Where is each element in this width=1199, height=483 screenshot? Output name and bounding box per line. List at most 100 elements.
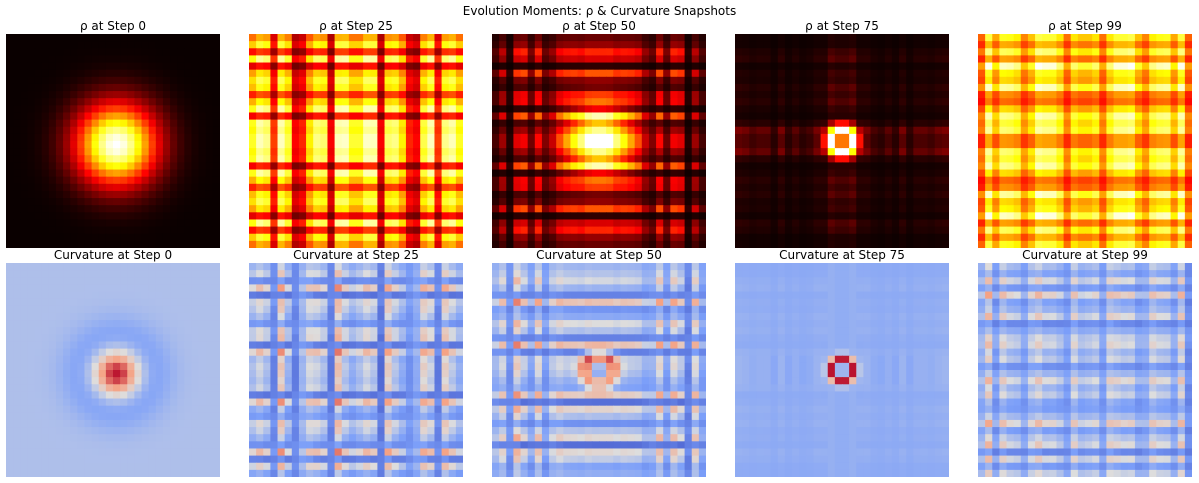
heatmap-cell xyxy=(313,55,321,64)
heatmap-cell xyxy=(799,233,807,242)
heatmap-cell xyxy=(648,112,657,121)
heatmap-cell xyxy=(1099,48,1107,56)
heatmap-cell xyxy=(191,98,200,106)
heatmap-cell xyxy=(98,119,107,128)
heatmap-cell xyxy=(127,263,135,271)
heatmap-cell xyxy=(870,219,879,228)
heatmap-cell xyxy=(913,141,922,149)
heatmap-cell xyxy=(170,133,178,142)
heatmap-cell xyxy=(899,198,907,206)
heatmap-cell xyxy=(398,83,407,92)
heatmap-cell xyxy=(777,98,786,106)
heatmap-cell xyxy=(13,198,21,206)
heatmap-cell xyxy=(420,176,428,185)
heatmap-cell xyxy=(1092,34,1100,42)
heatmap-cell xyxy=(756,98,765,106)
heatmap-cell xyxy=(663,126,671,135)
heatmap-cell xyxy=(1163,169,1172,178)
heatmap-cell xyxy=(992,169,1000,178)
heatmap-cell xyxy=(506,240,514,248)
heatmap-cell xyxy=(113,83,121,92)
heatmap-cell xyxy=(870,76,879,85)
heatmap-cell xyxy=(591,155,600,163)
heatmap-cell xyxy=(806,34,815,42)
heatmap-cell xyxy=(184,362,193,371)
heatmap-cell xyxy=(506,133,514,142)
heatmap-cell xyxy=(184,334,193,343)
heatmap-cell xyxy=(170,148,178,156)
heatmap-cell xyxy=(313,162,321,171)
heatmap-cell xyxy=(341,205,350,213)
heatmap-cell xyxy=(277,91,286,99)
heatmap-cell xyxy=(1049,91,1058,99)
heatmap-cell xyxy=(284,233,293,242)
heatmap-cell xyxy=(70,348,78,357)
heatmap-cell xyxy=(577,148,586,156)
heatmap-cell xyxy=(792,76,800,85)
heatmap-cell xyxy=(84,291,93,300)
heatmap-cell xyxy=(634,34,643,42)
heatmap-cell xyxy=(41,69,50,78)
heatmap-cell xyxy=(549,141,557,149)
heatmap-cell xyxy=(191,298,200,307)
heatmap-cell xyxy=(120,277,128,285)
heatmap-cell xyxy=(549,83,557,92)
heatmap-cell xyxy=(55,277,64,285)
heatmap-cell xyxy=(20,183,28,192)
heatmap-cell xyxy=(842,212,850,221)
heatmap-cell xyxy=(1013,69,1022,78)
heatmap-cell xyxy=(198,341,207,350)
heatmap-cell xyxy=(334,105,343,114)
heatmap-cell xyxy=(427,155,436,163)
heatmap-cell xyxy=(1184,212,1192,221)
heatmap-cell xyxy=(155,341,164,350)
heatmap-cell xyxy=(263,240,271,248)
heatmap-cell xyxy=(1049,105,1058,114)
heatmap-cell xyxy=(34,205,43,213)
heatmap-cell xyxy=(198,263,207,271)
heatmap-cell xyxy=(249,233,257,242)
heatmap-cell xyxy=(735,169,743,178)
heatmap-cell xyxy=(920,219,929,228)
heatmap-cell xyxy=(1134,41,1143,49)
heatmap-cell xyxy=(1092,176,1100,185)
heatmap-cell xyxy=(356,141,364,149)
heatmap-cell xyxy=(806,219,815,228)
heatmap-cell xyxy=(763,76,772,85)
heatmap-cell xyxy=(620,69,629,78)
heatmap-cell xyxy=(756,219,765,228)
heatmap-cell xyxy=(698,76,706,85)
heatmap-cell xyxy=(41,162,50,171)
heatmap-cell xyxy=(270,76,279,85)
heatmap-cell xyxy=(899,119,907,128)
heatmap-cell xyxy=(1042,133,1050,142)
heatmap-cell xyxy=(1099,162,1107,171)
heatmap-cell xyxy=(34,148,43,156)
heatmap-cell xyxy=(677,105,686,114)
heatmap-cell xyxy=(455,48,463,56)
heatmap-cell xyxy=(184,98,193,106)
heatmap-cell xyxy=(384,41,393,49)
heatmap-cell xyxy=(70,305,78,314)
heatmap-cell xyxy=(1163,91,1172,99)
heatmap-cell xyxy=(420,183,428,192)
heatmap-cell xyxy=(556,162,564,171)
heatmap-cell xyxy=(162,226,171,235)
heatmap-cell xyxy=(120,348,128,357)
heatmap-cell xyxy=(534,76,543,85)
heatmap-cell xyxy=(20,105,28,114)
heatmap-cell xyxy=(656,162,664,171)
heatmap-cell xyxy=(398,176,407,185)
heatmap-cell xyxy=(1134,162,1143,171)
heatmap-cell xyxy=(834,76,843,85)
heatmap-cell xyxy=(792,41,800,49)
heatmap-cell xyxy=(205,162,214,171)
heatmap-cell xyxy=(27,355,36,364)
heatmap-cell xyxy=(1142,190,1150,199)
heatmap-cell xyxy=(398,133,407,142)
heatmap-cell xyxy=(599,119,607,128)
heatmap-cell xyxy=(127,320,135,328)
heatmap-cell xyxy=(906,41,914,49)
heatmap-cell xyxy=(1077,105,1086,114)
heatmap-cell xyxy=(391,155,400,163)
